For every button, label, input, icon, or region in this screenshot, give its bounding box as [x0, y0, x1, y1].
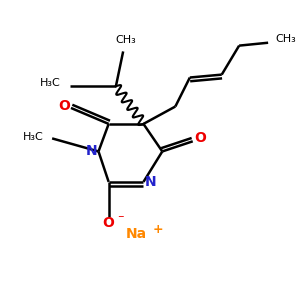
Text: CH₃: CH₃ — [275, 34, 296, 44]
Text: H₃C: H₃C — [40, 78, 61, 88]
Text: N: N — [85, 144, 97, 158]
Text: CH₃: CH₃ — [116, 35, 136, 45]
Text: O: O — [194, 131, 206, 146]
Text: H₃C: H₃C — [23, 132, 44, 142]
Text: +: + — [153, 223, 163, 236]
Text: O: O — [58, 99, 70, 112]
Text: N: N — [145, 175, 157, 189]
Text: Na: Na — [126, 227, 147, 241]
Text: O: O — [103, 216, 115, 230]
Text: ⁻: ⁻ — [118, 213, 124, 226]
